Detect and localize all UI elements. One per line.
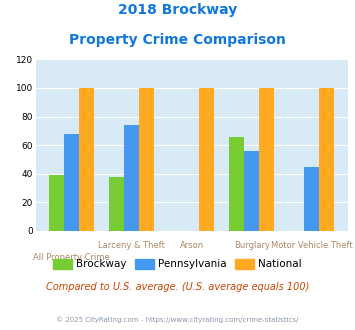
- Bar: [49, 175, 64, 231]
- Bar: [109, 177, 124, 231]
- Bar: [229, 137, 244, 231]
- Text: All Property Crime: All Property Crime: [33, 253, 110, 262]
- Legend: Brockway, Pennsylvania, National: Brockway, Pennsylvania, National: [49, 254, 306, 273]
- Bar: [124, 125, 139, 231]
- Bar: [259, 88, 274, 231]
- Text: 2018 Brockway: 2018 Brockway: [118, 3, 237, 17]
- Text: Burglary: Burglary: [234, 241, 270, 250]
- Text: © 2025 CityRating.com - https://www.cityrating.com/crime-statistics/: © 2025 CityRating.com - https://www.city…: [56, 317, 299, 323]
- Bar: [244, 151, 259, 231]
- Text: Motor Vehicle Theft: Motor Vehicle Theft: [271, 241, 353, 250]
- Text: Larceny & Theft: Larceny & Theft: [98, 241, 165, 250]
- Text: Property Crime Comparison: Property Crime Comparison: [69, 33, 286, 47]
- Bar: [199, 88, 214, 231]
- Bar: [304, 167, 320, 231]
- Bar: [139, 88, 154, 231]
- Text: Arson: Arson: [180, 241, 204, 250]
- Bar: [320, 88, 334, 231]
- Bar: [64, 134, 79, 231]
- Bar: [79, 88, 94, 231]
- Text: Compared to U.S. average. (U.S. average equals 100): Compared to U.S. average. (U.S. average …: [46, 282, 309, 292]
